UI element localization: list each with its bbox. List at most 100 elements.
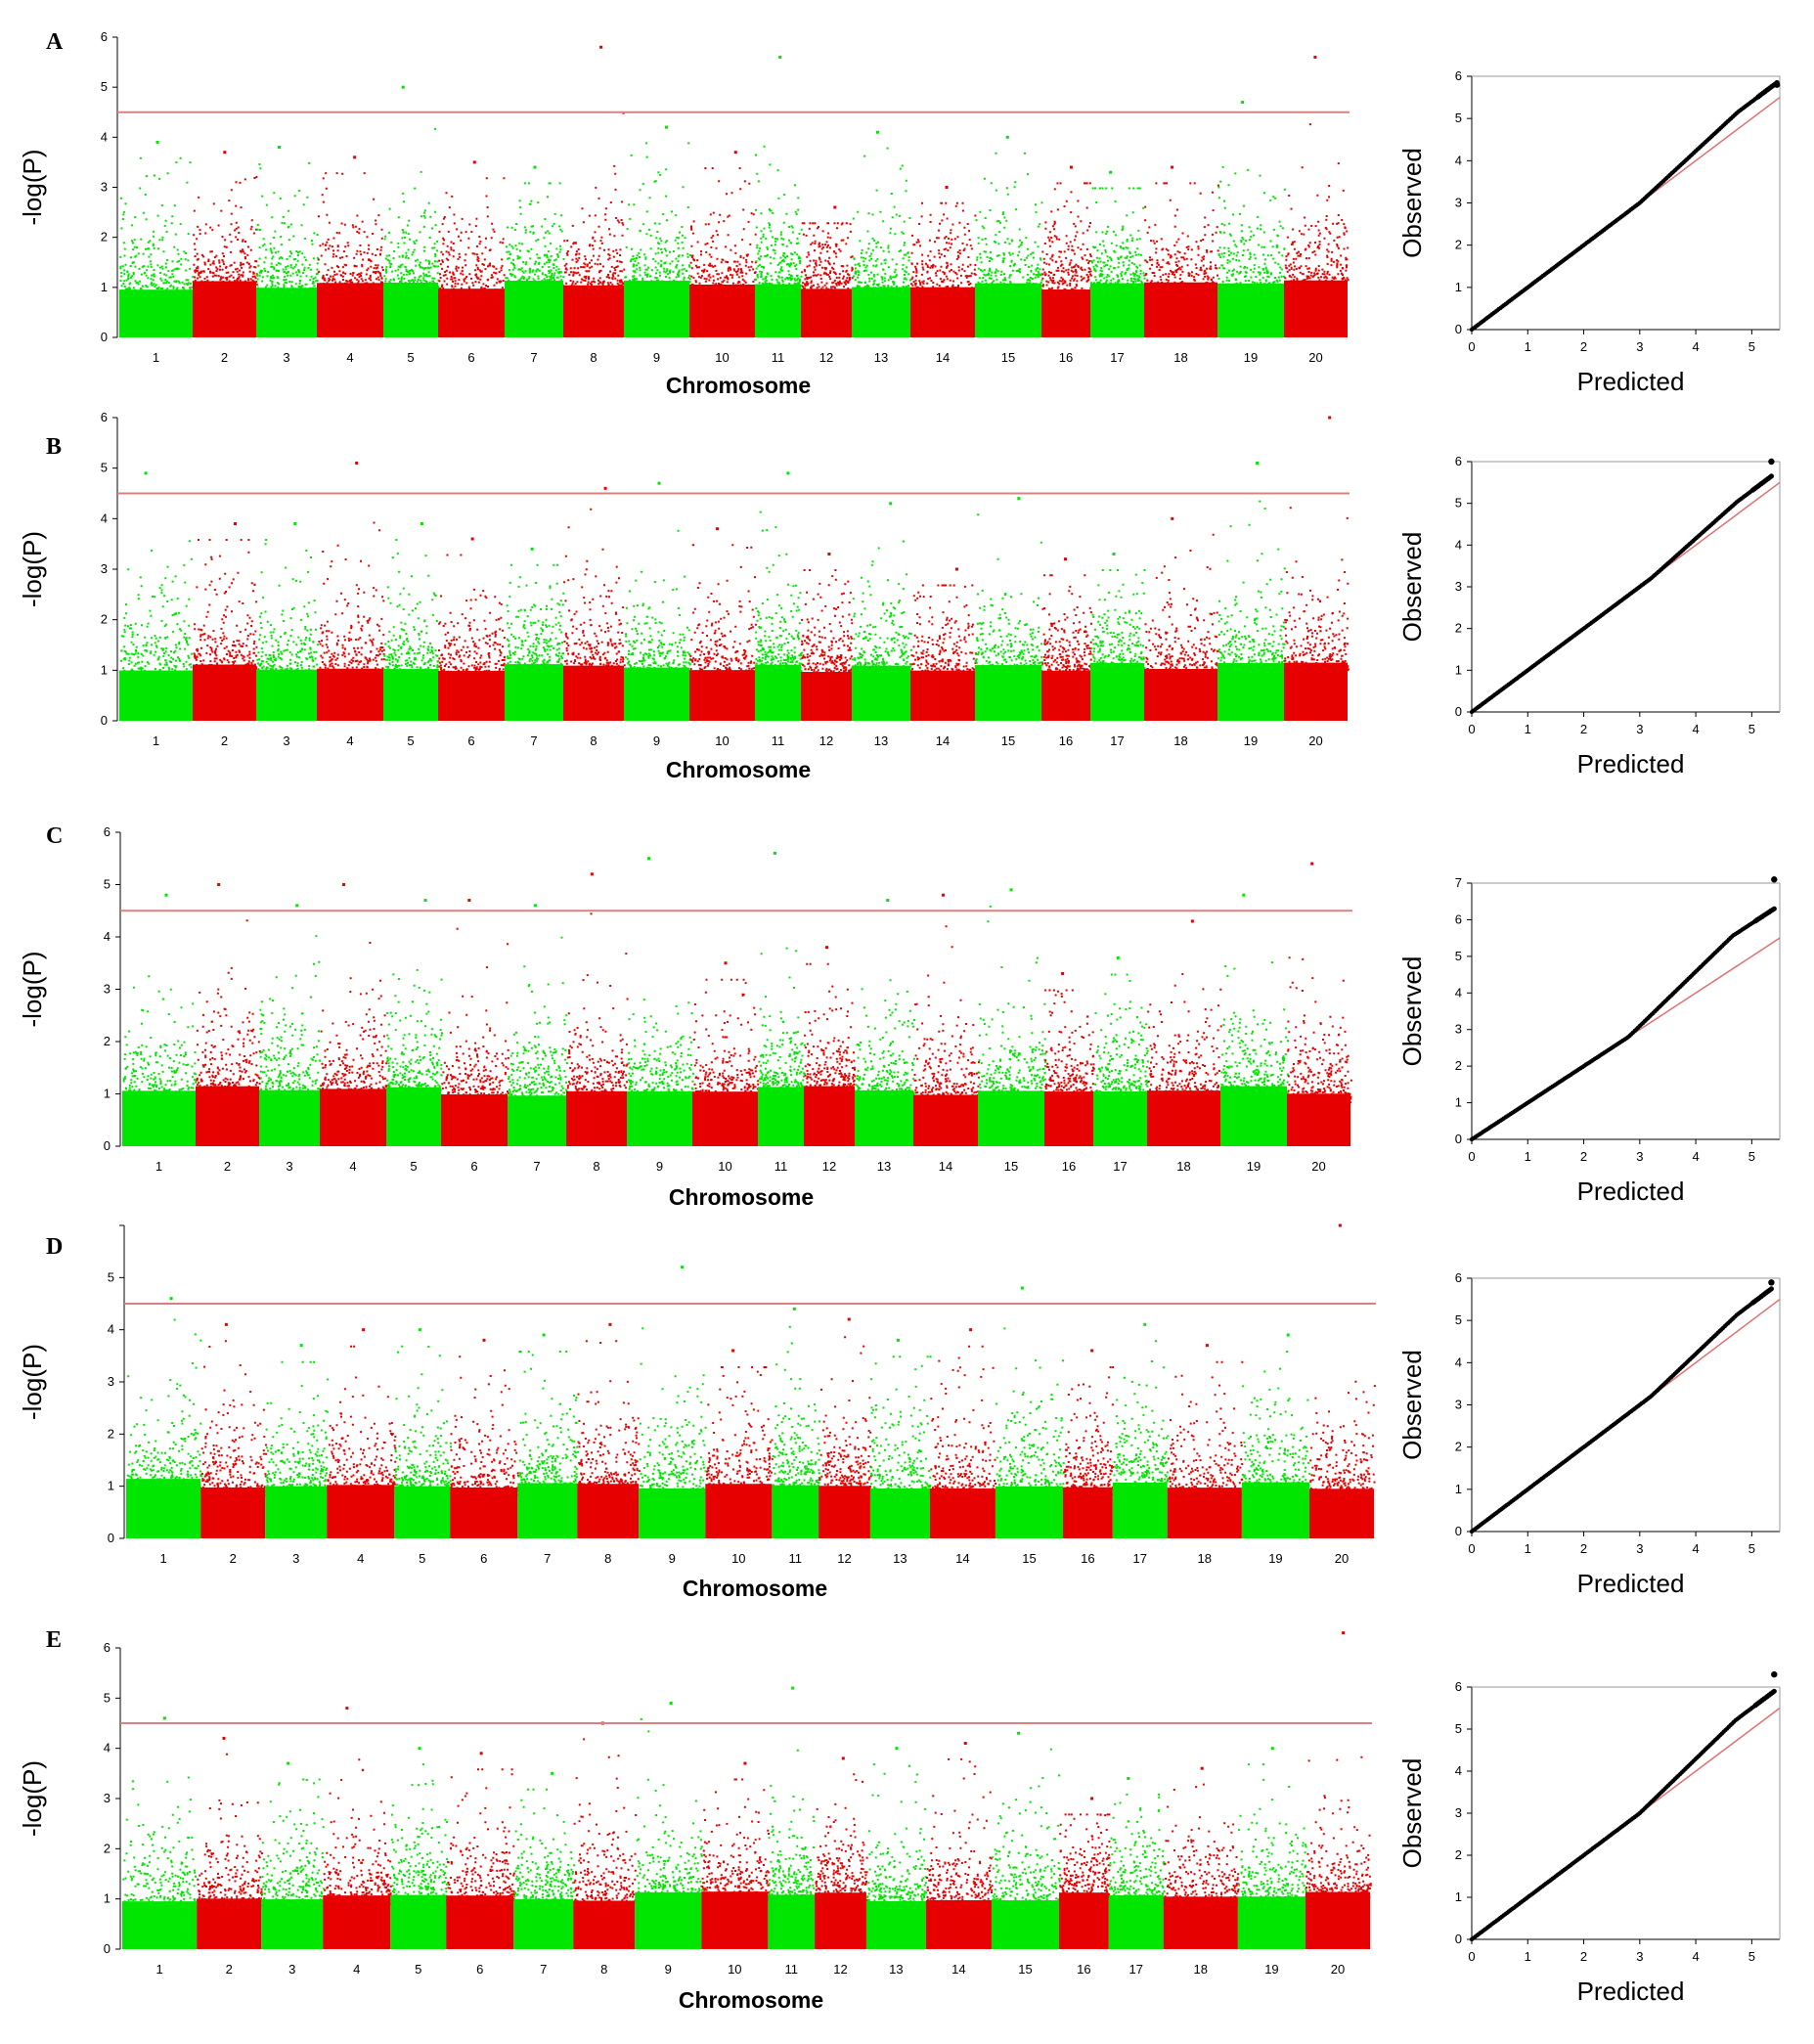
x-tick-label: 20 [1308,350,1322,365]
qq-y-tick-label: 5 [1455,949,1462,963]
x-tick-label: 19 [1244,350,1258,365]
peak-point [599,45,603,49]
chromosome-12 [804,946,857,1146]
x-tick-label: 17 [1133,1551,1147,1566]
dense-points [508,1095,566,1146]
chromosome-16 [1044,971,1095,1146]
x-tick-label: 14 [939,1159,952,1174]
y-axis-label: -log(P) [18,951,47,1027]
qq-x-axis-label: Predicted [1577,367,1685,396]
chromosome-8 [577,1322,641,1538]
dense-points [1090,283,1144,337]
peak-point [467,899,471,903]
snp-points [513,1788,576,1909]
chromosome-7 [505,165,565,337]
x-tick-label: 11 [774,1159,788,1174]
chromosome-2 [193,522,258,721]
chromosome-19 [1241,1333,1311,1538]
peak-point [1009,888,1013,892]
qq-y-tick-label: 3 [1455,1398,1462,1412]
peak-point [791,1686,795,1690]
x-tick-label: 20 [1308,733,1322,748]
x-tick-label: 7 [530,350,537,365]
qq-y-tick-label: 2 [1455,621,1462,636]
qq-y-tick-label: 6 [1455,1270,1462,1285]
peak-point [1200,1766,1204,1770]
qq-x-tick-label: 1 [1525,722,1531,736]
y-tick-label: 3 [101,180,108,195]
chromosome-4 [320,883,388,1146]
y-tick-label: 3 [104,982,111,997]
snp-points [1284,123,1349,291]
dense-points [197,1898,262,1949]
chromosome-7 [505,547,565,721]
chromosome-13 [855,899,915,1146]
x-tick-label: 15 [1004,1159,1018,1174]
x-tick-label: 13 [889,1962,903,1977]
peak-point [841,1756,845,1760]
qq-y-tick-label: 0 [1455,1524,1462,1538]
snp-points [126,1318,202,1490]
peak-point [1310,862,1314,866]
snp-points [1041,574,1092,681]
chromosome-17 [1093,955,1149,1146]
chromosome-6 [441,899,509,1146]
snp-points [1041,182,1092,299]
snp-points [193,176,258,292]
dense-points [573,1900,636,1949]
peak-point [1342,1631,1346,1635]
x-tick-label: 1 [159,1551,166,1566]
points-layer [126,1223,1376,1538]
x-tick-label: 18 [1173,733,1187,748]
peak-point [1127,1776,1130,1780]
qq-y-tick-label: 0 [1455,1932,1462,1946]
chromosome-19 [1237,1747,1307,1949]
chromosome-12 [819,1317,872,1538]
snp-points [801,222,854,298]
x-tick-label: 12 [819,350,833,365]
qq-y-tick-label: 2 [1455,1847,1462,1862]
peak-point [479,1752,483,1755]
qq-x-tick-label: 0 [1468,722,1475,736]
chromosome-12 [815,1756,868,1949]
dense-points [705,1484,773,1538]
x-axis-label: Chromosome [666,373,811,398]
chromosome-9 [635,1701,704,1949]
x-tick-label: 7 [530,733,537,748]
peak-point [1090,1349,1094,1353]
chromosome-16 [1063,1349,1115,1538]
dense-points [869,1488,930,1538]
qq-x-tick-label: 1 [1525,1541,1531,1556]
qq-y-tick-label: 3 [1455,1805,1462,1820]
dense-points [317,283,383,337]
snp-points [689,544,757,680]
chromosome-11 [755,55,803,337]
chromosome-14 [910,186,977,337]
qq-observed-points [1469,906,1777,1142]
peak-point [1017,497,1021,501]
x-tick-label: 17 [1129,1962,1143,1977]
chromosome-7 [508,904,568,1146]
y-tick-label: 1 [101,662,108,677]
chromosome-20 [1284,416,1349,721]
dense-points [692,1091,758,1146]
dense-points [1308,1489,1374,1538]
peak-point [293,522,297,525]
snp-points [394,1345,452,1496]
qq-x-tick-label: 4 [1692,1149,1699,1164]
chromosome-14 [910,567,977,721]
peak-point [295,904,299,908]
y-tick-label: 3 [101,561,108,576]
chromosome-18 [1163,1766,1240,1949]
dense-points [256,288,317,337]
chromosome-11 [772,1307,820,1538]
chromosome-14 [913,893,980,1146]
panel-letter: C [46,823,63,849]
points-layer [122,1631,1372,1949]
snp-points [1113,1340,1170,1493]
peak-point [1313,55,1317,59]
snp-points [390,1763,449,1905]
snp-points [320,942,388,1100]
qq-x-tick-label: 5 [1748,1541,1755,1556]
